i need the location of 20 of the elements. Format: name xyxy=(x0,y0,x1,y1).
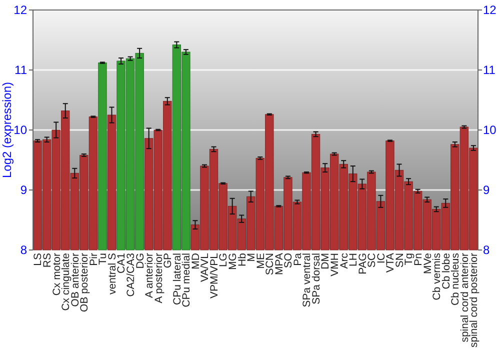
y-tick-label: 8 xyxy=(20,243,28,258)
x-tick-label: MVe xyxy=(422,252,434,274)
x-tick-label: GP xyxy=(162,253,174,268)
x-tick-label: Tg xyxy=(403,252,416,266)
x-tick-label: Cb lobe xyxy=(440,252,452,290)
y-tick-label: 12 xyxy=(14,3,28,18)
x-tick-label: SPa dorsal xyxy=(310,253,322,304)
y-axis-title: Log2 (expression) xyxy=(0,82,14,178)
y2-tick-label: 10 xyxy=(483,123,497,138)
y-tick-label: 11 xyxy=(14,63,28,78)
y2-tick-label: 11 xyxy=(483,63,496,78)
y2-tick-label: 8 xyxy=(483,243,490,258)
x-tick-label: Hb xyxy=(236,252,248,266)
x-tick-label: DG xyxy=(134,253,146,269)
y2-tick-label: 12 xyxy=(483,3,497,18)
y2-tick-label: 9 xyxy=(483,183,490,198)
y-tick-label: 10 xyxy=(14,123,28,138)
y-tick-label: 9 xyxy=(20,183,28,198)
x-tick-label: spinal cord posterior xyxy=(468,252,480,348)
x-tick-label: DM xyxy=(320,253,332,270)
